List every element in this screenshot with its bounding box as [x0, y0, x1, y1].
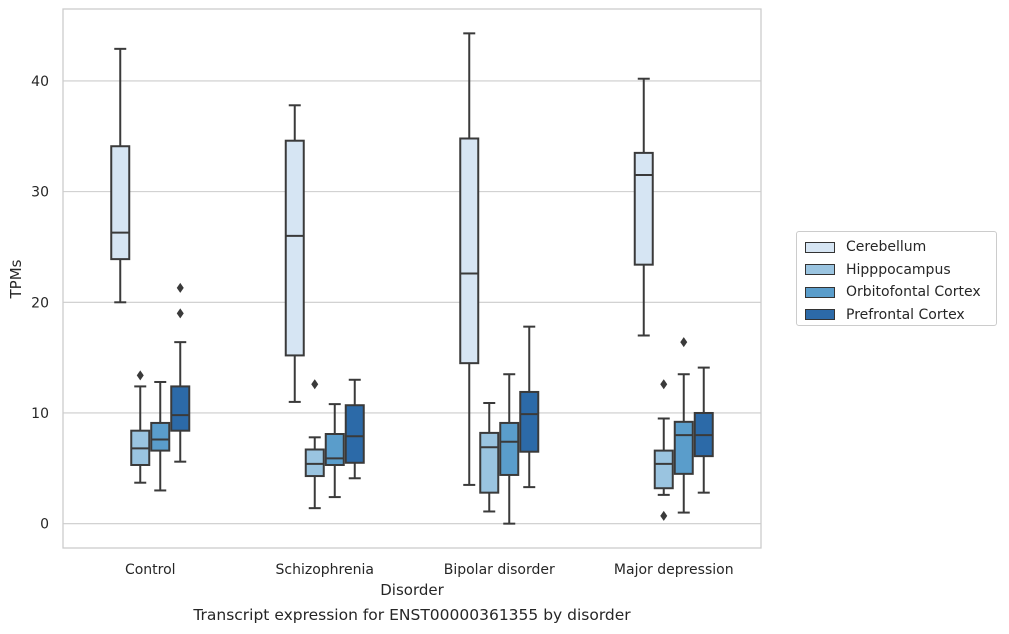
box-orbitofontal-cortex	[673, 337, 694, 514]
box-iqr	[459, 137, 480, 365]
box-prefrontal-cortex	[519, 325, 540, 489]
legend-label: Orbitofontal Cortex	[846, 284, 981, 301]
box-cerebellum	[284, 104, 305, 403]
legend-swatch	[805, 241, 835, 253]
y-tick-label: 10	[31, 406, 49, 422]
outlier-point	[176, 308, 184, 319]
legend-label: Prefrontal Cortex	[846, 306, 965, 323]
y-tick-label: 30	[31, 185, 49, 201]
outlier-point	[660, 510, 668, 521]
box-prefrontal-cortex	[693, 366, 714, 494]
box-iqr	[499, 421, 520, 476]
x-tick-label: Major depression	[614, 562, 734, 578]
box-iqr	[150, 421, 171, 452]
box-orbitofontal-cortex	[150, 380, 171, 492]
box-hipppocampus	[653, 379, 674, 521]
outlier-point	[311, 379, 319, 390]
box-prefrontal-cortex	[344, 378, 365, 480]
outlier-point	[136, 370, 144, 381]
x-axis-label: Disorder	[380, 581, 444, 599]
x-tick-label: Bipolar disorder	[444, 562, 555, 578]
box-iqr	[673, 420, 694, 475]
legend-swatch	[805, 264, 835, 276]
outlier-point	[176, 282, 184, 293]
box-iqr	[479, 431, 500, 494]
box-iqr	[170, 385, 191, 432]
box-cerebellum	[459, 32, 480, 486]
box-cerebellum	[110, 47, 131, 304]
box-prefrontal-cortex	[170, 282, 191, 463]
outlier-point	[680, 337, 688, 348]
box-iqr	[110, 145, 131, 261]
legend: Cerebellum Hipppocampus Orbitofontal Corte…	[796, 231, 997, 326]
box-cerebellum	[633, 77, 654, 337]
box-iqr	[344, 404, 365, 464]
legend-label: Cerebellum	[846, 239, 927, 256]
box-iqr	[633, 151, 654, 266]
x-tick-label: Schizophrenia	[276, 562, 374, 578]
legend-swatch	[805, 286, 835, 298]
box-iqr	[304, 448, 325, 478]
box-hipppocampus	[130, 370, 151, 484]
box-iqr	[324, 433, 345, 466]
x-tick-label: Control	[125, 562, 176, 578]
y-axis-ticks: 0 10 20 30 40	[31, 74, 49, 533]
box-iqr	[519, 390, 540, 453]
legend-swatch	[805, 309, 835, 321]
plot-area	[62, 8, 762, 549]
chart-caption: Transcript expression for ENST0000036135…	[193, 606, 631, 624]
y-tick-label: 20	[31, 295, 49, 311]
box-orbitofontal-cortex	[324, 403, 345, 499]
outlier-point	[660, 379, 668, 390]
legend-label: Hipppocampus	[846, 261, 951, 278]
box-hipppocampus	[479, 402, 500, 513]
box-hipppocampus	[304, 379, 325, 510]
box-iqr	[653, 449, 674, 490]
legend-item: Hipppocampus	[805, 259, 988, 282]
y-tick-label: 0	[40, 517, 49, 533]
box-series	[110, 32, 714, 525]
box-iqr	[284, 139, 305, 357]
x-axis-ticks: Control Schizophrenia Bipolar disorder Majo…	[125, 562, 734, 578]
legend-item: Cerebellum	[805, 236, 988, 259]
legend-item: Prefrontal Cortex	[805, 304, 988, 327]
y-tick-label: 40	[31, 74, 49, 90]
box-orbitofontal-cortex	[499, 373, 520, 525]
y-axis-label: TPMs	[7, 259, 25, 299]
legend-item: Orbitofontal Cortex	[805, 281, 988, 304]
